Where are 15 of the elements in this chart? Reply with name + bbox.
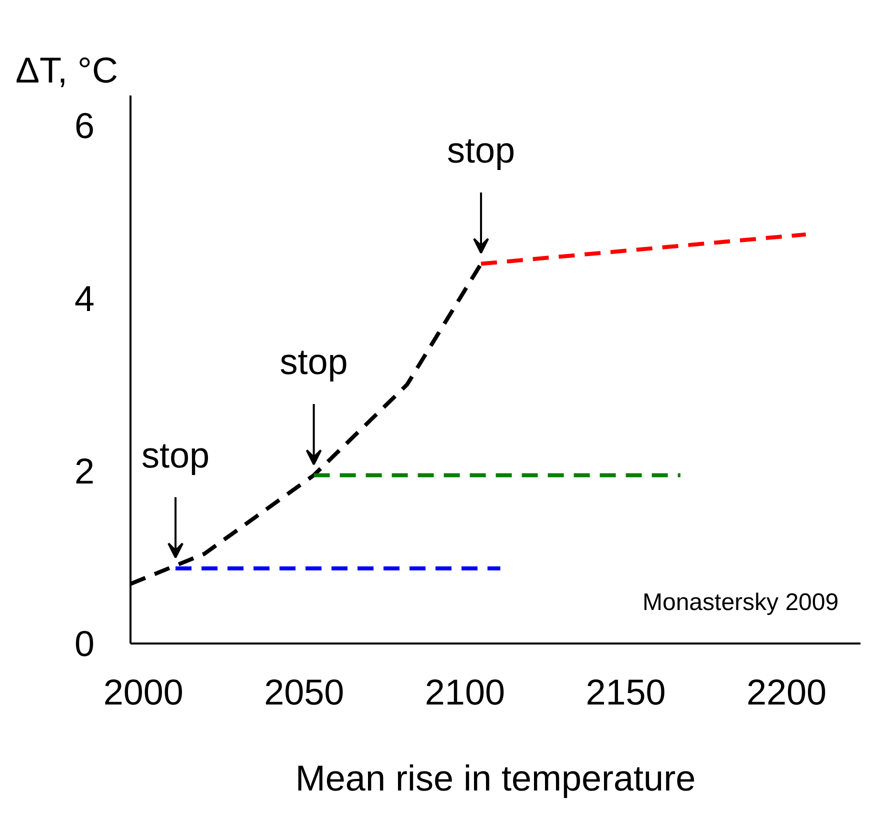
annotation: stop: [142, 434, 210, 476]
x-tick-label: 2000: [103, 672, 184, 712]
annotation: stop: [447, 130, 516, 171]
x-axis-title: Mean rise in temperature: [295, 758, 696, 798]
y-tick-label: 2: [74, 450, 95, 492]
x-tick-label: 2050: [264, 672, 344, 712]
y-tick-label: 0: [74, 623, 95, 664]
y-axis-title: ΔT, °C: [16, 50, 118, 90]
annotation: stop: [280, 341, 348, 382]
x-tick-label: 2100: [424, 672, 505, 712]
annotation: Monastersky 2009: [642, 589, 839, 616]
y-tick-label: 6: [74, 105, 95, 146]
x-tick-label: 2150: [586, 672, 666, 712]
x-tick-label: 2200: [746, 672, 827, 712]
y-tick-label: 4: [74, 278, 95, 319]
